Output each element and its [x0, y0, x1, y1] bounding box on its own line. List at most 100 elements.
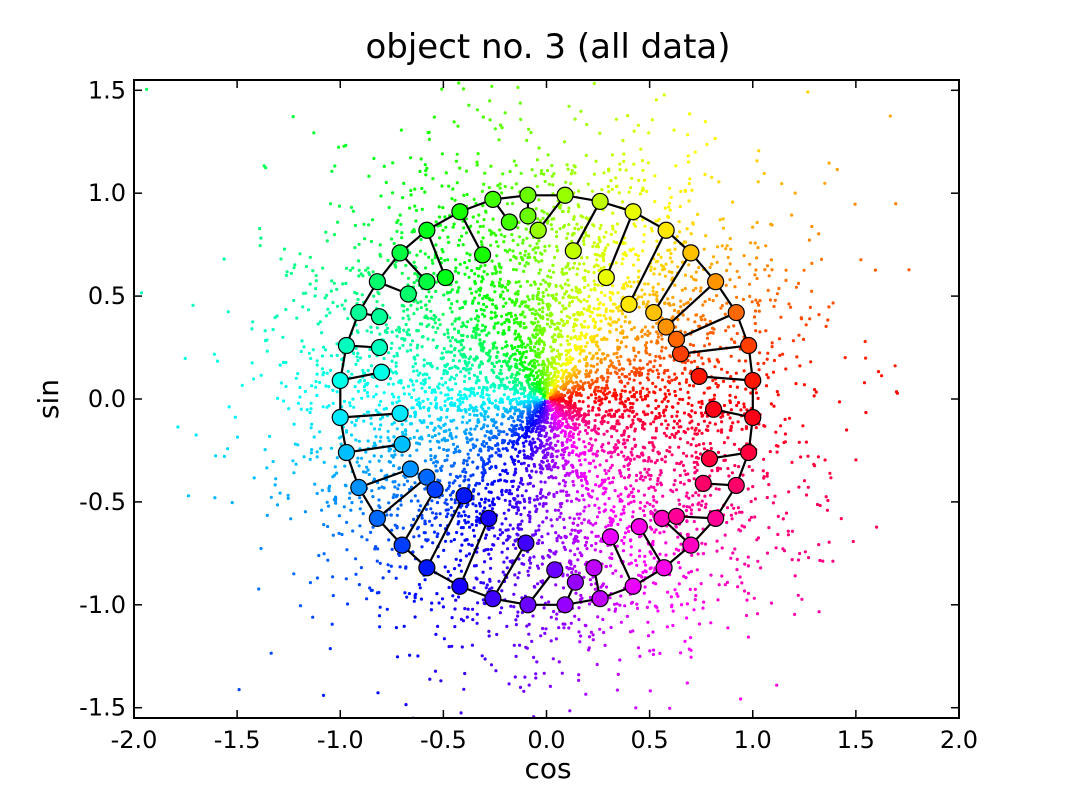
cloud-point — [583, 477, 588, 481]
cloud-point — [614, 607, 618, 611]
cloud-point — [641, 509, 646, 513]
cloud-point — [366, 394, 370, 398]
cloud-point — [643, 513, 647, 518]
cloud-point — [676, 594, 680, 598]
cloud-point — [533, 532, 538, 536]
cloud-point — [538, 491, 543, 496]
cloud-point — [533, 246, 537, 250]
cloud-point — [571, 266, 575, 270]
cloud-point — [725, 580, 730, 585]
cloud-point — [539, 634, 543, 638]
cloud-point — [618, 168, 622, 172]
cloud-point — [729, 556, 733, 560]
cloud-point — [752, 596, 756, 600]
cloud-point — [703, 318, 707, 322]
cloud-point — [582, 440, 586, 444]
cloud-point — [371, 218, 375, 222]
cloud-point — [615, 355, 619, 359]
cloud-point — [438, 523, 442, 528]
cloud-point — [770, 341, 774, 345]
cloud-point — [757, 309, 761, 313]
cloud-point — [500, 522, 504, 526]
cloud-point — [503, 345, 508, 349]
cloud-point — [771, 501, 776, 505]
cloud-point — [485, 293, 489, 297]
cloud-point — [540, 259, 544, 263]
cloud-point — [604, 471, 608, 476]
cloud-point — [519, 400, 523, 404]
cloud-point — [387, 460, 391, 464]
cloud-point — [763, 268, 767, 272]
cloud-point — [511, 484, 515, 489]
cloud-point — [698, 289, 703, 293]
cloud-point — [728, 278, 732, 282]
cloud-point — [414, 208, 419, 213]
cloud-point — [690, 426, 694, 430]
cloud-point — [496, 331, 500, 335]
cloud-point — [576, 523, 580, 527]
cloud-point — [474, 309, 479, 313]
cloud-point — [273, 483, 277, 487]
cloud-point — [755, 220, 759, 225]
cloud-point — [400, 271, 404, 275]
cloud-point — [292, 471, 296, 475]
cloud-point — [547, 464, 551, 468]
cloud-point — [589, 630, 594, 634]
cloud-point — [691, 494, 695, 498]
cloud-point — [613, 302, 617, 306]
cloud-point — [369, 364, 373, 368]
cloud-point — [559, 364, 563, 368]
cloud-point — [764, 244, 768, 248]
cloud-point — [606, 386, 610, 390]
cloud-point — [603, 490, 607, 494]
cloud-point — [542, 172, 546, 176]
cloud-point — [678, 419, 682, 423]
cloud-point — [510, 505, 515, 509]
cloud-point — [670, 378, 674, 382]
cloud-point — [597, 510, 602, 514]
cloud-point — [487, 186, 491, 190]
cloud-point — [582, 239, 586, 243]
cloud-point — [521, 441, 526, 445]
cloud-point — [437, 446, 441, 450]
cloud-point — [733, 285, 737, 289]
cloud-point — [324, 314, 328, 318]
cloud-point — [441, 383, 445, 387]
cloud-point — [470, 643, 474, 647]
cloud-point — [265, 349, 269, 353]
cloud-point — [650, 441, 654, 445]
cloud-point — [486, 526, 490, 531]
cloud-point — [448, 339, 452, 343]
cloud-point — [461, 469, 465, 474]
cloud-point — [618, 397, 622, 401]
cloud-point — [514, 388, 518, 392]
cloud-point — [384, 323, 388, 327]
cloud-point — [721, 217, 725, 221]
cloud-point — [575, 295, 579, 300]
cloud-point — [437, 382, 441, 386]
cloud-point — [719, 306, 723, 310]
cloud-point — [439, 256, 443, 261]
cloud-point — [812, 394, 816, 398]
cloud-point — [648, 368, 653, 372]
cloud-point — [831, 559, 835, 563]
cloud-point — [362, 419, 366, 423]
cloud-point — [800, 597, 804, 601]
cloud-point — [737, 447, 742, 451]
cloud-point — [444, 364, 448, 368]
cloud-point — [314, 279, 318, 283]
cloud-point — [649, 552, 653, 556]
cloud-point — [598, 254, 602, 258]
cloud-point — [448, 378, 452, 382]
cloud-point — [298, 395, 302, 399]
cloud-point — [407, 328, 411, 332]
cloud-point — [259, 373, 263, 377]
cloud-point — [553, 370, 557, 374]
cloud-point — [500, 531, 505, 535]
cloud-point — [315, 363, 319, 367]
cloud-point — [621, 241, 625, 246]
cloud-point — [694, 450, 698, 454]
cloud-point — [425, 361, 430, 365]
cloud-point — [548, 684, 553, 689]
cloud-point — [666, 302, 671, 306]
